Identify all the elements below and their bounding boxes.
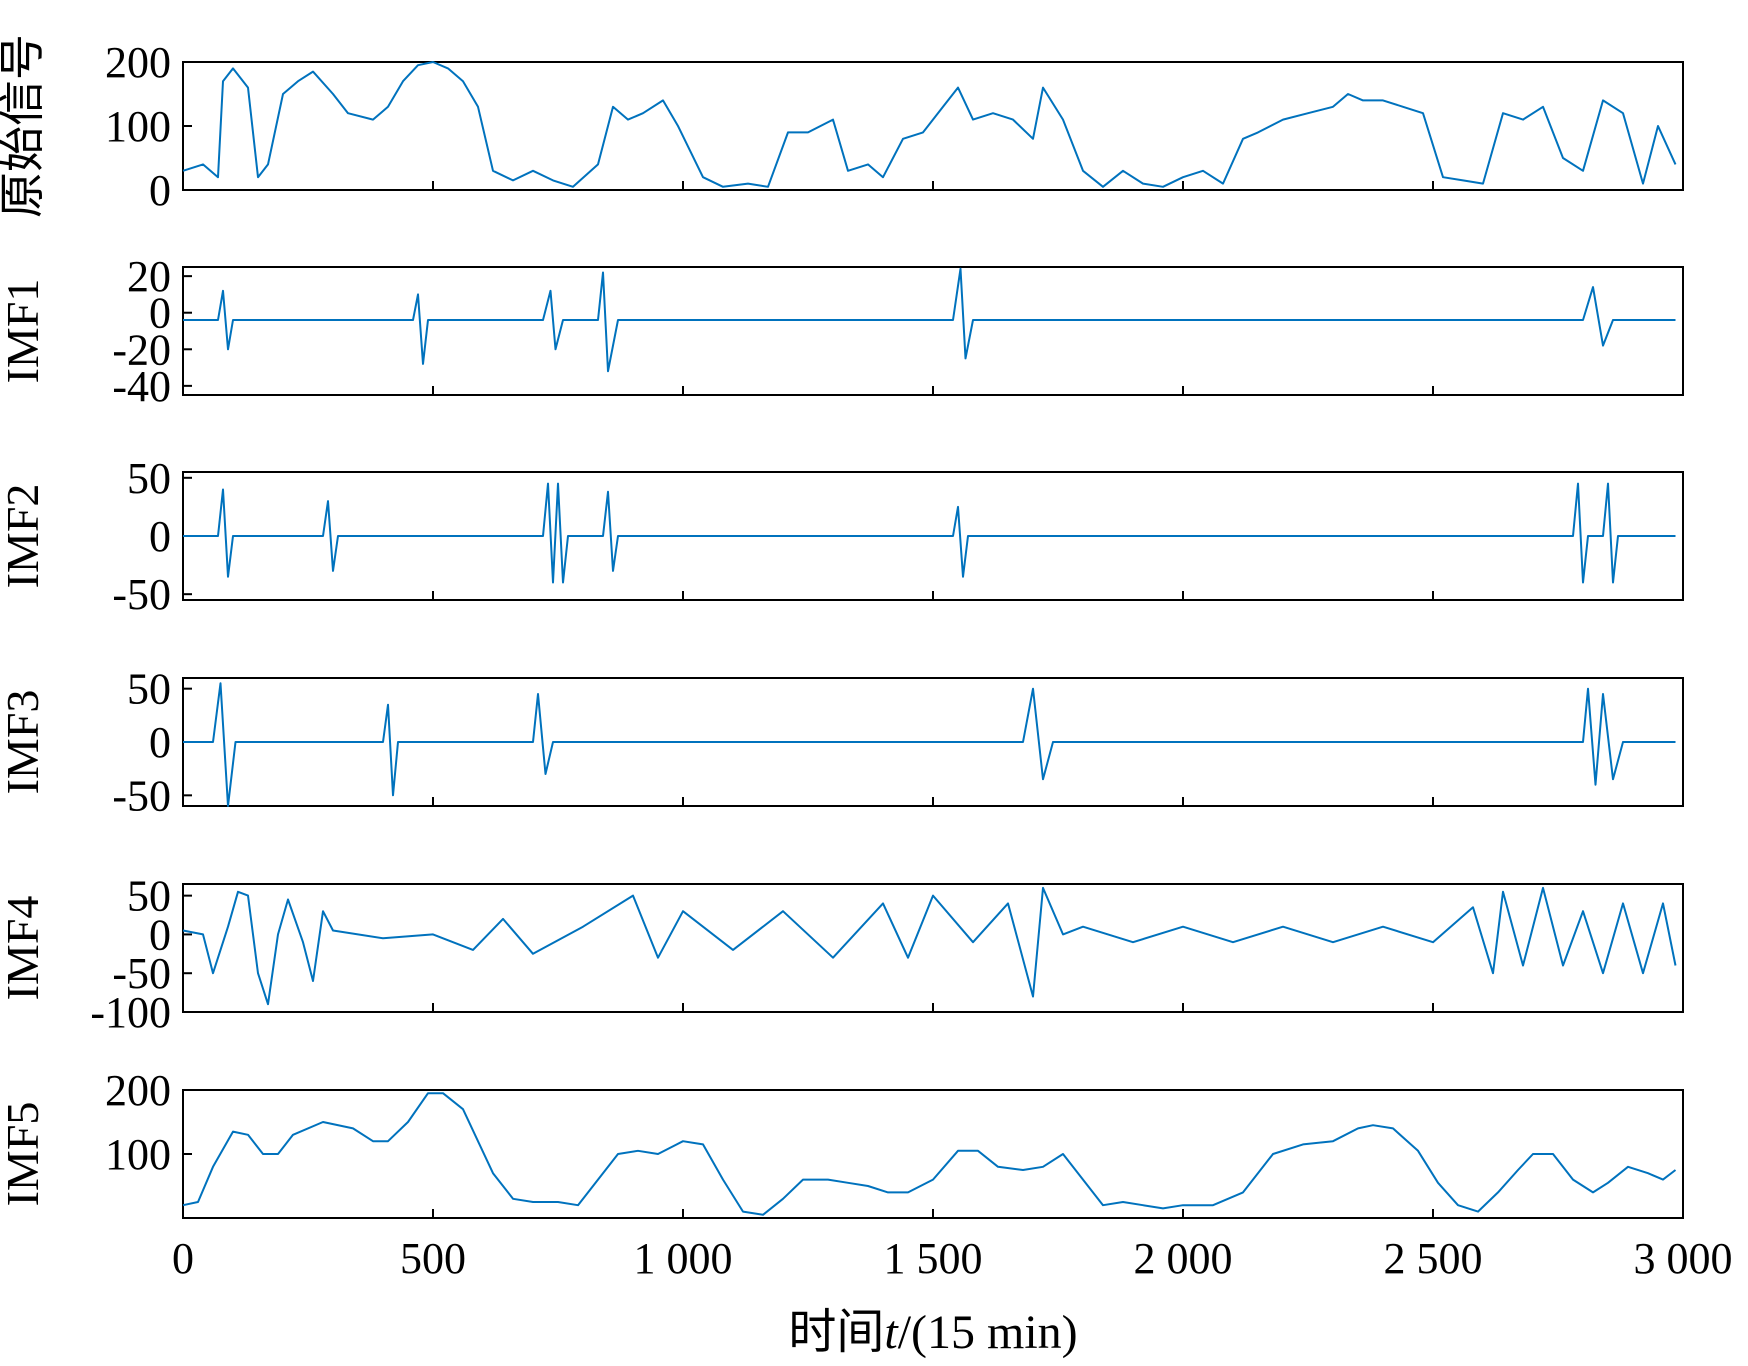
panel-6-series-line xyxy=(182,1092,1677,1216)
panel-1-series-line xyxy=(182,61,1677,188)
panel-6-y-tick-label-0: 100 xyxy=(105,1130,171,1179)
panel-4-ylabel: IMF3 xyxy=(0,690,48,795)
panel-2-y-tick-label-1: -20 xyxy=(112,325,171,374)
panel-1-y-tick-label-1: 100 xyxy=(105,102,171,151)
panel-4-y-tick-label-2: 50 xyxy=(127,665,171,714)
panel-5-ylabel: IMF4 xyxy=(0,896,48,1001)
x-tick-label-5: 2 500 xyxy=(1384,1234,1483,1283)
panel-5-y-tick-label-2: 0 xyxy=(149,910,171,959)
panel-5-y-tick-label-1: -50 xyxy=(112,949,171,998)
panel-2-y-tick-label-3: 20 xyxy=(127,252,171,301)
panel-4-y-tick-label-1: 0 xyxy=(149,718,171,767)
panel-4-y-tick-label-0: -50 xyxy=(112,771,171,820)
x-axis-label: 时间t/(15 min) xyxy=(788,1306,1077,1359)
panel-3-ylabel: IMF2 xyxy=(0,484,48,589)
panel-1-ylabel: 原始信号 xyxy=(0,34,48,218)
panel-1-frame xyxy=(182,61,1684,191)
panel-2-y-tick-label-0: -40 xyxy=(112,362,171,411)
panel-4-series-line xyxy=(183,682,1676,807)
panel-5-frame xyxy=(182,883,1684,1013)
panel-1-y-tick-label-2: 200 xyxy=(105,38,171,87)
panel-2-series-line xyxy=(183,267,1676,373)
panel-3-series-line xyxy=(183,482,1676,584)
panel-3-y-tick-label-1: 0 xyxy=(149,512,171,561)
panel-5-y-tick-label-0: -100 xyxy=(90,988,171,1037)
x-tick-label-4: 2 000 xyxy=(1134,1234,1233,1283)
panel-6-frame xyxy=(182,1089,1684,1219)
x-tick-label-0: 0 xyxy=(172,1234,194,1283)
panel-2-frame xyxy=(182,266,1684,396)
panel-2-ylabel: IMF1 xyxy=(0,279,48,384)
panel-3-y-tick-label-0: -50 xyxy=(112,570,171,619)
panel-6-ylabel: IMF5 xyxy=(0,1102,48,1207)
x-tick-label-3: 1 500 xyxy=(884,1234,983,1283)
panel-6-y-tick-label-1: 200 xyxy=(105,1066,171,1115)
panel-5-y-tick-label-3: 50 xyxy=(127,872,171,921)
panel-3-y-tick-label-2: 50 xyxy=(127,454,171,503)
x-tick-label-2: 1 000 xyxy=(634,1234,733,1283)
panel-2-y-tick-label-2: 0 xyxy=(149,289,171,338)
panel-1-y-tick-label-0: 0 xyxy=(149,166,171,215)
panel-5-series-line xyxy=(182,886,1677,1006)
x-tick-label-6: 3 000 xyxy=(1634,1234,1733,1283)
x-tick-label-1: 500 xyxy=(400,1234,466,1283)
